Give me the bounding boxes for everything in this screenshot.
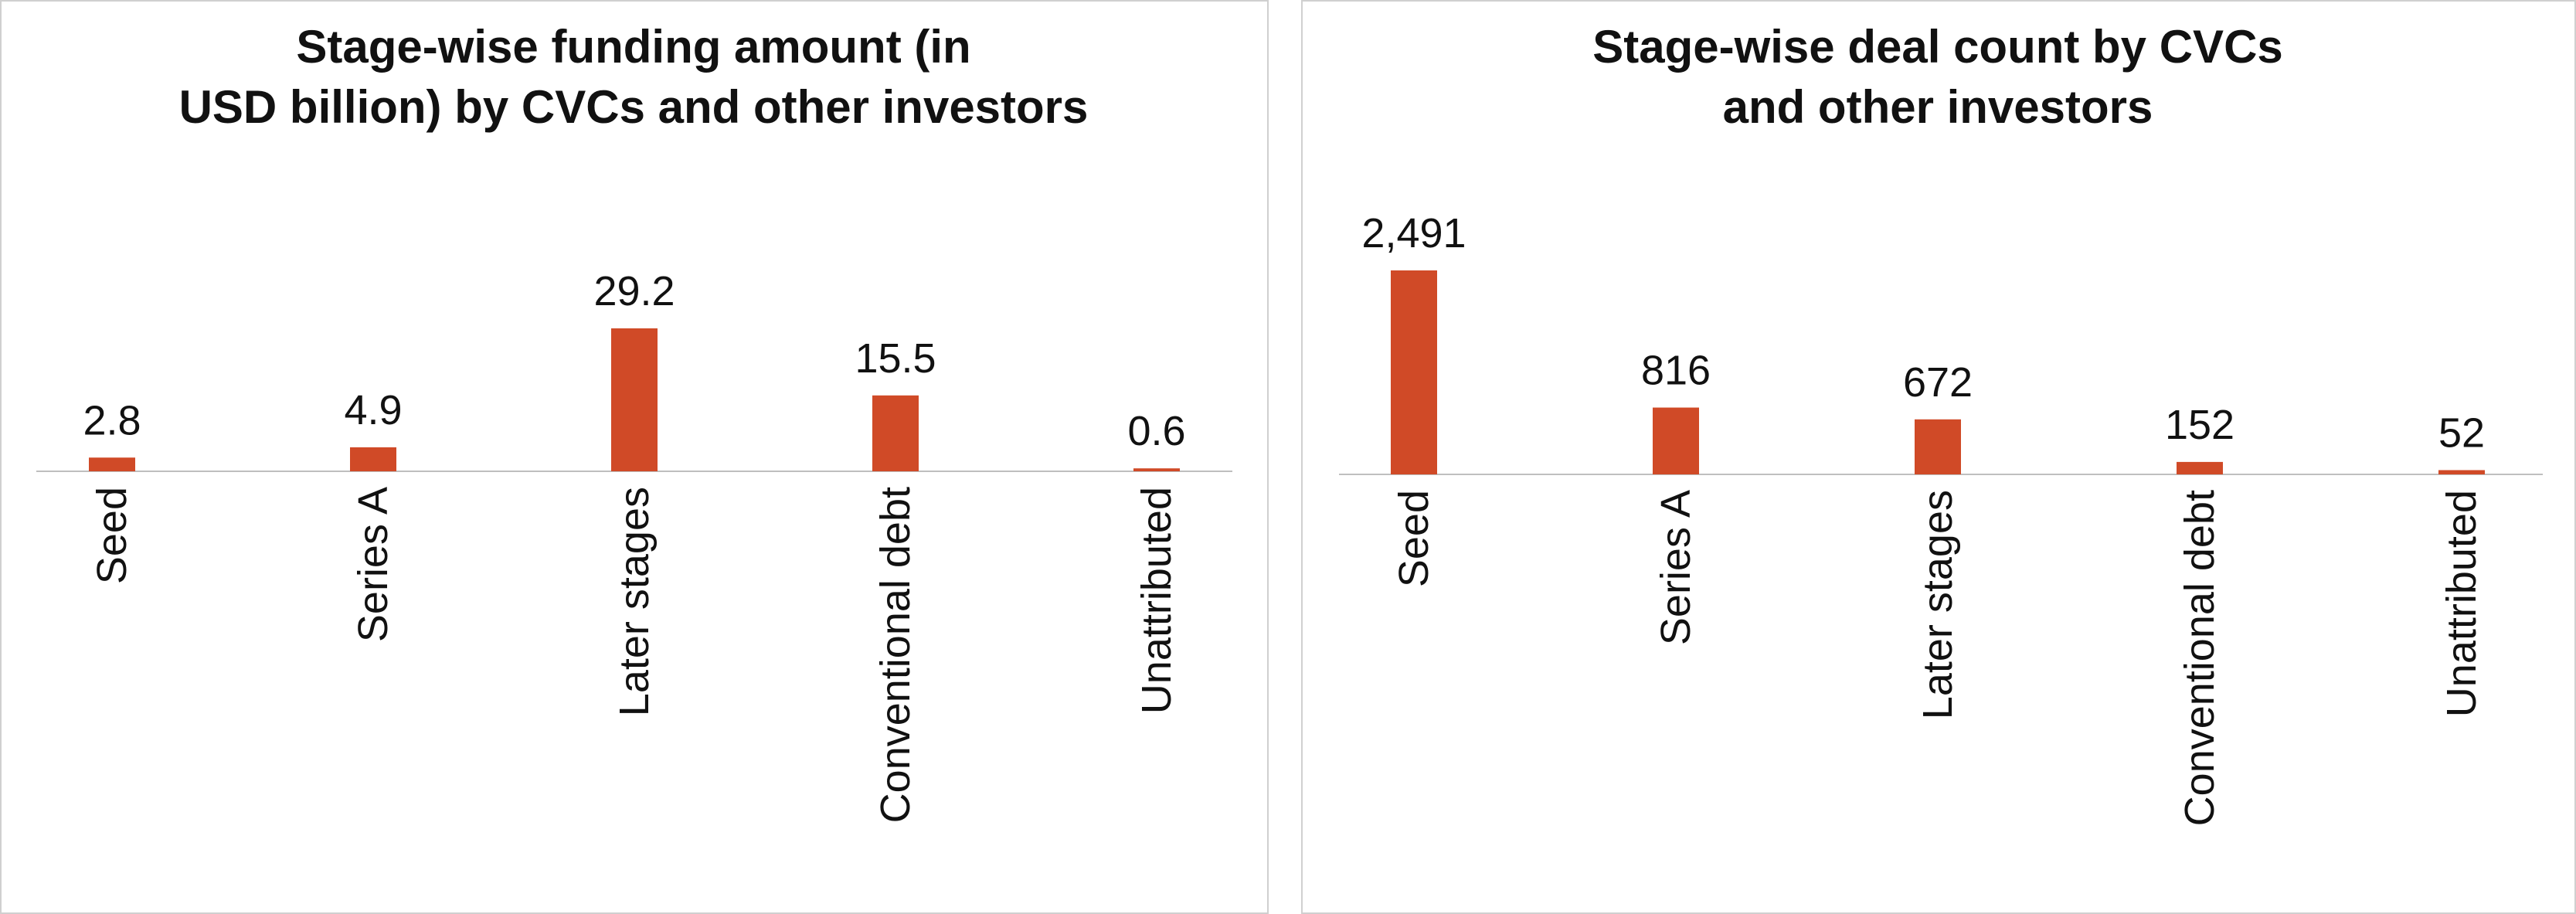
x-tick-label: Conventional debt: [2177, 490, 2223, 826]
x-tick-label: Later stages: [611, 487, 658, 716]
value-label: 15.5: [855, 335, 936, 382]
x-tick-label: Conventional debt: [872, 487, 919, 823]
bar: [1653, 407, 1699, 474]
x-tick-label: Later stages: [1915, 490, 1961, 719]
bar: [350, 447, 396, 471]
chart-title: Stage-wise funding amount (in USD billion…: [179, 21, 1089, 133]
value-label: 52: [2438, 409, 2485, 456]
value-label: 2,491: [1361, 210, 1466, 257]
value-label: 4.9: [344, 387, 402, 433]
bar: [1915, 419, 1961, 474]
x-tick-label: Unattributed: [2438, 490, 2485, 717]
x-tick-label: Seed: [89, 487, 135, 584]
value-label: 0.6: [1127, 408, 1185, 454]
bar: [2438, 470, 2485, 474]
value-label: 672: [1903, 359, 1973, 406]
bar: [2177, 461, 2223, 474]
x-tick-label: Unattributed: [1133, 487, 1180, 714]
bar: [1133, 468, 1180, 471]
value-label: 152: [2165, 402, 2234, 448]
bar: [1391, 270, 1437, 474]
bar: [611, 328, 658, 471]
x-tick-label: Series A: [1653, 490, 1699, 645]
chart-title: Stage-wise deal count by CVCs and other i…: [1592, 21, 2283, 133]
x-tick-label: Seed: [1391, 490, 1437, 587]
bar: [89, 457, 135, 471]
value-label: 29.2: [593, 268, 675, 314]
bar: [872, 395, 919, 471]
x-tick-label: Series A: [350, 487, 396, 642]
value-label: 816: [1641, 348, 1711, 394]
value-label: 2.8: [83, 397, 141, 443]
